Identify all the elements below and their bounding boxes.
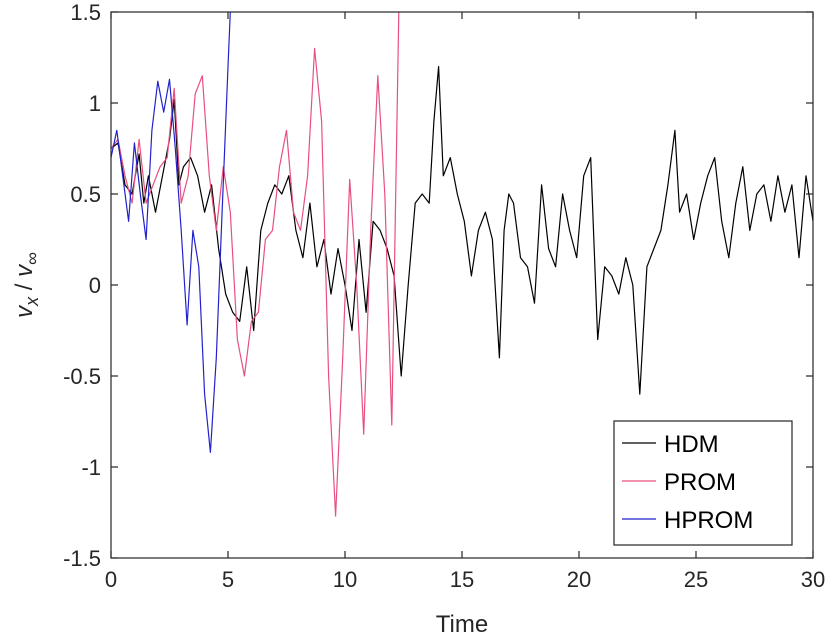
x-tick-label: 30	[801, 567, 825, 592]
y-axis-label: vx / v∞	[11, 252, 42, 318]
y-tick-label: 0	[89, 273, 101, 298]
y-tick-label: -1.5	[63, 546, 101, 571]
series-line-prom	[111, 12, 400, 517]
series-line-hprom	[111, 12, 231, 453]
legend-box	[613, 420, 793, 546]
x-tick-label: 5	[222, 567, 234, 592]
axes-layer: 0 5 10 15 20 25 30 -1.5 -1 -0.5 0 0.5 1 1.5	[63, 0, 825, 592]
series-layer	[111, 12, 813, 517]
y-tick-label: 1	[89, 91, 101, 116]
y-tick-label: 1.5	[70, 0, 101, 25]
x-tick-label: 15	[450, 567, 474, 592]
legend-label-prom: PROM	[664, 469, 736, 496]
y-tick-label: -0.5	[63, 364, 101, 389]
y-tick-label: -1	[81, 455, 101, 480]
x-axis-label: Time	[436, 611, 488, 636]
legend-label-hdm: HDM	[664, 431, 719, 458]
x-tick-label: 10	[333, 567, 357, 592]
series-line-hdm	[111, 66, 813, 395]
legend: HDM PROM HPROM	[613, 420, 793, 546]
y-tick-label: 0.5	[70, 182, 101, 207]
legend-label-hprom: HPROM	[664, 507, 753, 534]
x-tick-label: 20	[567, 567, 591, 592]
x-tick-label: 25	[684, 567, 708, 592]
x-tick-label: 0	[105, 567, 117, 592]
y-axis-label-group: vx / v∞	[11, 252, 42, 318]
